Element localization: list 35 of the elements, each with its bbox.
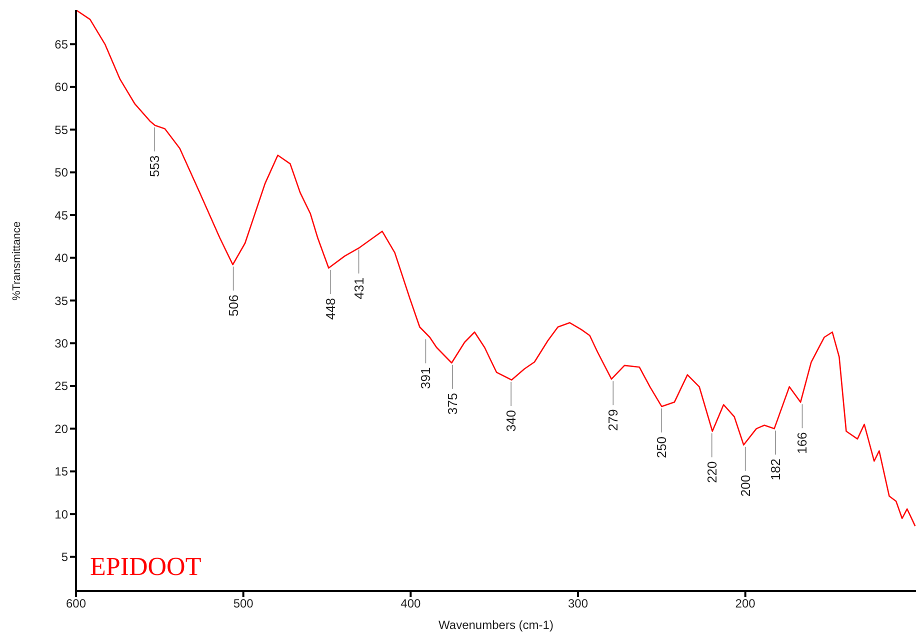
annotation: 250 (654, 436, 670, 458)
annotation: 279 (606, 409, 621, 431)
y-tick-label: 20 (54, 422, 68, 436)
line-series (76, 10, 916, 527)
x-tick-label: 300 (568, 596, 588, 611)
annotation: 375 (444, 392, 460, 415)
annotation: 220 (704, 461, 720, 483)
annotation: 340 (504, 410, 519, 432)
y-tick-label: 40 (54, 251, 68, 266)
x-tick-label: 400 (400, 596, 421, 611)
annotation: 506 (226, 294, 241, 316)
y-tick-label: 5 (61, 550, 68, 564)
annotation: 448 (322, 298, 338, 320)
y-tick-label: 50 (54, 166, 68, 180)
y-tick-label: 60 (54, 80, 68, 94)
annotation: 553 (147, 155, 162, 178)
y-tick-label: 10 (54, 507, 68, 522)
text: EPIDOOT (90, 552, 202, 582)
annotation: 182 (768, 458, 783, 480)
y-tick-label: 25 (54, 379, 68, 394)
x-axis-title: Wavenumbers (cm-1) (438, 618, 554, 632)
annotation: 166 (794, 432, 810, 454)
y-axis-title: %Transmittance (10, 221, 23, 300)
y-tick-label: 45 (54, 208, 68, 222)
x-tick-label: 500 (233, 596, 254, 611)
y-tick-label: 15 (54, 464, 68, 479)
y-tick-label: 30 (54, 336, 68, 350)
x-tick-label: 200 (735, 596, 756, 611)
y-tick-label: 35 (54, 294, 68, 308)
annotation: 431 (351, 278, 366, 300)
y-tick-label: 55 (54, 122, 68, 137)
annotation: 200 (738, 474, 753, 497)
x-tick-label: 600 (66, 596, 86, 611)
annotation: 391 (418, 367, 434, 389)
y-tick-label: 65 (54, 37, 68, 52)
